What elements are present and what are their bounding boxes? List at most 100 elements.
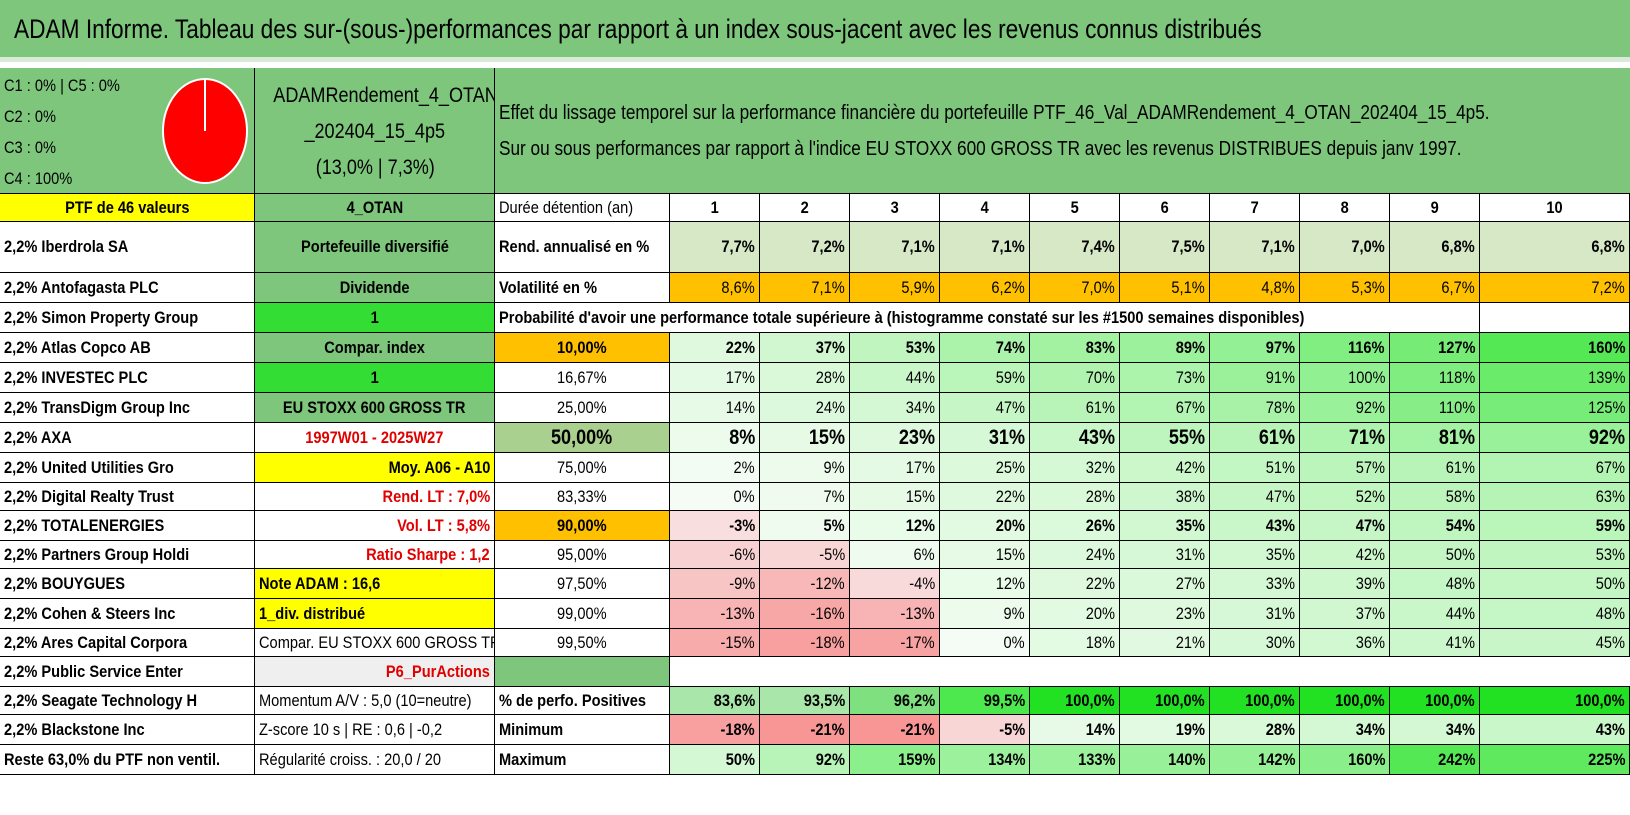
probability-value: 37% bbox=[1300, 599, 1390, 629]
duration-label: Durée détention (an) bbox=[495, 194, 670, 222]
probability-value: 28% bbox=[760, 363, 850, 393]
parameter-cell: Vol. LT : 5,8% bbox=[255, 511, 495, 541]
probability-header: Probabilité d'avoir une performance tota… bbox=[495, 303, 1480, 333]
minimum-value: 28% bbox=[1210, 715, 1300, 745]
volatility-value: 6,7% bbox=[1390, 273, 1480, 303]
probability-value: -13% bbox=[850, 599, 940, 629]
probability-value: 59% bbox=[1480, 511, 1630, 541]
portfolio-name-line: ADAMRendement_4_OTAN bbox=[273, 84, 498, 107]
probability-value: 48% bbox=[1390, 569, 1480, 599]
parameter-cell: 1_div. distribué bbox=[255, 599, 495, 629]
year-header: 4 bbox=[940, 194, 1030, 222]
probability-value: 92% bbox=[1480, 423, 1630, 453]
probability-value: 24% bbox=[1030, 541, 1120, 569]
probability-value: 61% bbox=[1210, 423, 1300, 453]
year-header: 9 bbox=[1390, 194, 1480, 222]
return-value: 7,7% bbox=[670, 222, 760, 273]
probability-value: 100% bbox=[1300, 363, 1390, 393]
holding-row: 2,2% Digital Realty Trust bbox=[0, 483, 255, 511]
probability-value: 63% bbox=[1480, 483, 1630, 511]
parameter-cell: Moy. A06 - A10 bbox=[255, 453, 495, 483]
year-header: 6 bbox=[1120, 194, 1210, 222]
probability-value: 26% bbox=[1030, 511, 1120, 541]
probability-value: 50% bbox=[1390, 541, 1480, 569]
holding-row: 2,2% INVESTEC PLC bbox=[0, 363, 255, 393]
probability-value: 7% bbox=[760, 483, 850, 511]
parameter-cell: 1 bbox=[255, 303, 495, 333]
positive-value: 83,6% bbox=[670, 687, 760, 715]
holding-row: 2,2% TransDigm Group Inc bbox=[0, 393, 255, 423]
probability-value: -3% bbox=[670, 511, 760, 541]
year-header: 1 bbox=[670, 194, 760, 222]
positive-value: 100,0% bbox=[1120, 687, 1210, 715]
probability-value: -5% bbox=[760, 541, 850, 569]
year-header: 7 bbox=[1210, 194, 1300, 222]
legend-line: C2 : 0% bbox=[4, 107, 57, 126]
holding-row: 2,2% Blackstone Inc bbox=[0, 715, 255, 745]
minimum-value: 34% bbox=[1390, 715, 1480, 745]
maximum-label: Maximum bbox=[495, 745, 670, 775]
year-header: 2 bbox=[760, 194, 850, 222]
probability-value: 110% bbox=[1390, 393, 1480, 423]
minimum-value: -21% bbox=[760, 715, 850, 745]
year-header: 8 bbox=[1300, 194, 1390, 222]
volatility-value: 7,2% bbox=[1480, 273, 1630, 303]
probability-value: 47% bbox=[1300, 511, 1390, 541]
probability-value: 81% bbox=[1390, 423, 1480, 453]
return-value: 7,5% bbox=[1120, 222, 1210, 273]
probability-level: 90,00% bbox=[495, 511, 670, 541]
probability-value: 35% bbox=[1210, 541, 1300, 569]
probability-value: 97% bbox=[1210, 333, 1300, 363]
positive-value: 96,2% bbox=[850, 687, 940, 715]
return-value: 6,8% bbox=[1390, 222, 1480, 273]
probability-value: 15% bbox=[760, 423, 850, 453]
parameter-cell: Dividende bbox=[255, 273, 495, 303]
probability-value: 22% bbox=[670, 333, 760, 363]
holding-row: 2,2% TOTALENERGIES bbox=[0, 511, 255, 541]
probability-value: 92% bbox=[1300, 393, 1390, 423]
probability-value: 59% bbox=[940, 363, 1030, 393]
probability-value: 74% bbox=[940, 333, 1030, 363]
parameter-cell: Ratio Sharpe : 1,2 bbox=[255, 541, 495, 569]
return-value: 7,1% bbox=[940, 222, 1030, 273]
holding-row: 2,2% BOUYGUES bbox=[0, 569, 255, 599]
volatility-value: 7,1% bbox=[760, 273, 850, 303]
probability-value: 5% bbox=[760, 511, 850, 541]
probability-value: 22% bbox=[1030, 569, 1120, 599]
positive-value: 100,0% bbox=[1390, 687, 1480, 715]
probability-value: 0% bbox=[940, 629, 1030, 657]
parameter-cell: P6_PurActions bbox=[255, 657, 495, 687]
parameter-cell: 1 bbox=[255, 363, 495, 393]
return-value: 7,0% bbox=[1300, 222, 1390, 273]
maximum-value: 92% bbox=[760, 745, 850, 775]
probability-value: 22% bbox=[940, 483, 1030, 511]
parameter-cell: EU STOXX 600 GROSS TR bbox=[255, 393, 495, 423]
probability-value: -15% bbox=[670, 629, 760, 657]
probability-value: 9% bbox=[940, 599, 1030, 629]
holding-row: 2,2% Seagate Technology H bbox=[0, 687, 255, 715]
volatility-value: 5,9% bbox=[850, 273, 940, 303]
positive-value: 99,5% bbox=[940, 687, 1030, 715]
probability-value: 83% bbox=[1030, 333, 1120, 363]
probability-value: 24% bbox=[760, 393, 850, 423]
holding-row: 2,2% Ares Capital Corpora bbox=[0, 629, 255, 657]
probability-level: 25,00% bbox=[495, 393, 670, 423]
maximum-value: 159% bbox=[850, 745, 940, 775]
holding-row: 2,2% Public Service Enter bbox=[0, 657, 255, 687]
maximum-value: 50% bbox=[670, 745, 760, 775]
probability-value: 2% bbox=[670, 453, 760, 483]
positive-value: 100,0% bbox=[1300, 687, 1390, 715]
probability-value: 45% bbox=[1480, 629, 1630, 657]
probability-value: 70% bbox=[1030, 363, 1120, 393]
legend-line: C1 : 0% | C5 : 0% bbox=[4, 76, 120, 95]
probability-value: 57% bbox=[1300, 453, 1390, 483]
probability-value: 14% bbox=[670, 393, 760, 423]
minimum-value: -21% bbox=[850, 715, 940, 745]
minimum-value: 34% bbox=[1300, 715, 1390, 745]
parameter-cell: Compar. EU STOXX 600 GROSS TR bbox=[255, 629, 495, 657]
description-box: Effet du lissage temporel sur la perform… bbox=[495, 68, 1630, 194]
probability-value: 25% bbox=[940, 453, 1030, 483]
probability-level: 50,00% bbox=[495, 423, 670, 453]
maximum-value: 225% bbox=[1480, 745, 1630, 775]
probability-value: 31% bbox=[1120, 541, 1210, 569]
